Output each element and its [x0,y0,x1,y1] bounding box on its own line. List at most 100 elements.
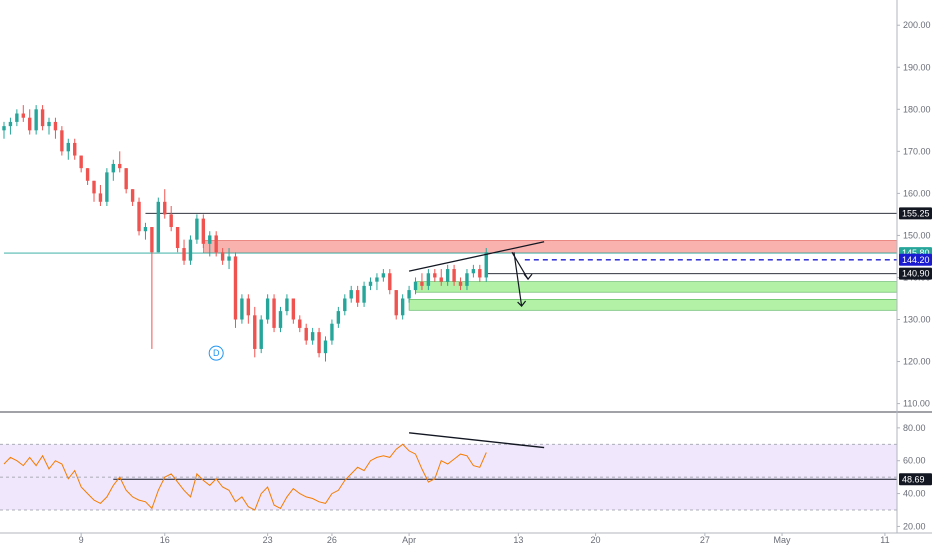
resistance-zone[interactable] [203,240,898,254]
price-axis[interactable]: 110.00120.00130.00140.00150.00160.00170.… [896,0,931,533]
candle[interactable] [272,294,276,333]
candle[interactable] [137,197,141,236]
candle[interactable] [2,121,6,139]
candle[interactable] [407,285,411,303]
candle[interactable] [484,248,488,282]
candle[interactable] [240,294,244,324]
candle[interactable] [92,180,96,202]
candle[interactable] [79,155,83,173]
candle[interactable] [439,269,443,286]
candle[interactable] [285,294,289,316]
badge-background [899,207,932,220]
dividend-marker[interactable]: D [208,345,224,361]
candle[interactable] [73,138,77,160]
candle[interactable] [28,109,32,135]
candle[interactable] [227,248,231,270]
candle[interactable] [124,168,128,194]
candle[interactable] [130,189,135,206]
candle[interactable] [150,227,154,349]
candle[interactable] [465,269,469,291]
candle[interactable] [208,231,212,257]
candle[interactable] [433,269,437,282]
candle-body [484,252,488,278]
candle[interactable] [452,264,456,286]
candle[interactable] [246,294,251,324]
candle[interactable] [445,264,450,286]
candle[interactable] [47,117,51,135]
candle[interactable] [15,109,19,127]
candle[interactable] [310,327,315,345]
candle[interactable] [368,277,373,291]
candle[interactable] [298,315,302,333]
candle[interactable] [201,214,206,249]
candle[interactable] [214,231,218,257]
candle[interactable] [278,306,283,333]
candle[interactable] [317,327,321,358]
candle[interactable] [362,281,366,307]
candle[interactable] [40,105,45,131]
candle[interactable] [182,239,186,265]
candle-body [85,168,90,181]
candle[interactable] [21,105,25,122]
candle-body [471,269,476,274]
candle[interactable] [420,273,424,291]
candle[interactable] [291,298,296,324]
candle[interactable] [336,306,341,328]
candle[interactable] [111,159,116,181]
candle[interactable] [478,264,482,282]
candle[interactable] [169,206,173,232]
candle[interactable] [381,269,386,282]
candle[interactable] [175,227,180,253]
candle[interactable] [400,294,405,320]
candle[interactable] [105,168,109,206]
candle[interactable] [343,294,347,316]
marker-label: D [213,348,220,358]
candle[interactable] [330,319,334,345]
candle[interactable] [220,248,225,265]
candle[interactable] [34,105,38,135]
candle[interactable] [188,235,193,265]
projection-arrows[interactable] [511,251,533,307]
candle-body [323,340,328,354]
candle[interactable] [426,269,431,291]
candle[interactable] [259,315,263,354]
arrow-head [523,273,533,281]
time-axis[interactable]: 9 16 23 26 Apr 13 20 27 May 11 [0,532,932,545]
candle[interactable] [143,222,148,240]
candle[interactable] [388,269,392,295]
candle[interactable] [85,168,90,185]
badge-label: 155.25 [902,208,930,218]
candle-body [400,298,405,316]
rsi-trendline[interactable] [409,432,545,449]
rsi-line[interactable] [3,443,487,511]
support-zone[interactable] [408,299,898,311]
candle[interactable] [118,151,122,173]
candle-body [66,142,70,152]
candle[interactable] [471,264,476,278]
candle-body [105,172,109,202]
candle[interactable] [323,336,328,362]
candle[interactable] [349,285,353,303]
candle[interactable] [53,117,58,139]
candle[interactable] [304,323,308,345]
rsi-pane[interactable] [0,432,897,511]
candle[interactable] [8,117,13,135]
candle[interactable] [60,126,64,156]
candle[interactable] [375,273,379,291]
candle[interactable] [413,277,418,295]
candle[interactable] [163,189,167,219]
candle[interactable] [253,306,257,358]
candle[interactable] [156,197,161,253]
candle[interactable] [98,184,103,206]
candle[interactable] [355,285,360,307]
candle[interactable] [265,294,270,324]
candle[interactable] [233,252,238,328]
candle[interactable] [394,290,398,320]
candle[interactable] [458,277,463,291]
price-trendline[interactable] [408,241,545,272]
candle[interactable] [66,138,70,160]
candle[interactable] [195,214,199,244]
support-zone[interactable] [415,281,898,293]
price-pane[interactable]: D [0,105,932,413]
